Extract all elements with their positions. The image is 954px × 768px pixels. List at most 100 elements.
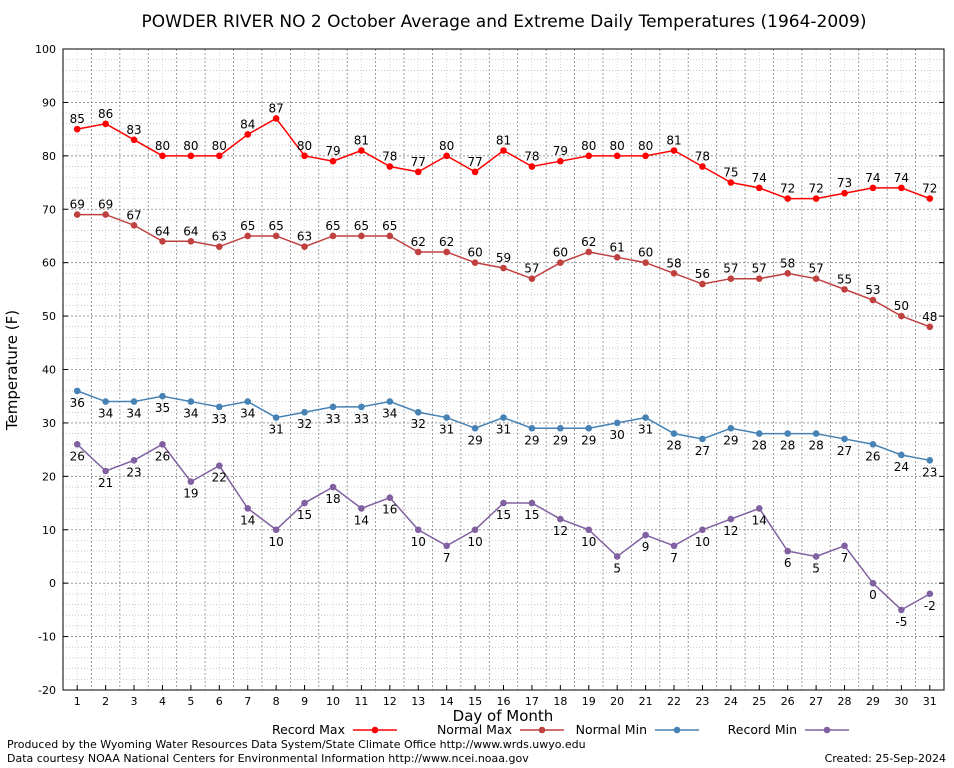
x-tick-label: 20	[610, 695, 624, 708]
data-label: 14	[354, 513, 369, 527]
data-point	[585, 248, 593, 256]
data-point	[557, 259, 564, 266]
data-label: 81	[496, 133, 511, 147]
data-point	[557, 515, 564, 523]
data-point	[528, 163, 536, 170]
data-point	[187, 238, 195, 245]
data-label: 12	[553, 524, 568, 538]
data-label: 77	[467, 155, 482, 169]
data-label: 23	[922, 465, 937, 479]
data-label: 69	[98, 198, 113, 212]
data-point	[926, 590, 934, 598]
x-tick-label: 10	[326, 695, 340, 708]
data-label: 84	[240, 117, 255, 131]
data-point	[187, 152, 195, 160]
data-point	[898, 312, 905, 320]
data-label: 34	[240, 407, 255, 421]
data-label: 24	[894, 460, 909, 474]
data-label: 26	[155, 449, 170, 463]
data-label: 78	[524, 150, 539, 164]
data-point	[585, 424, 593, 432]
data-point	[727, 515, 735, 523]
x-tick-label: 16	[497, 695, 511, 708]
data-label: 72	[922, 182, 937, 196]
data-label: 65	[325, 219, 340, 233]
data-point	[414, 168, 422, 176]
data-label: 15	[496, 508, 511, 522]
data-label: 35	[155, 401, 170, 415]
data-point	[869, 296, 877, 304]
footer-data-courtesy: Data courtesy NOAA National Centers for …	[7, 752, 529, 765]
data-point	[727, 424, 735, 432]
data-label: 7	[670, 551, 678, 565]
data-label: 33	[354, 412, 369, 426]
data-label: 86	[98, 107, 113, 121]
data-label: 60	[638, 246, 653, 260]
data-point	[812, 195, 820, 202]
data-point	[812, 275, 820, 282]
x-tick-label: 30	[894, 695, 908, 708]
x-tick-label: 25	[752, 695, 766, 708]
x-tick-label: 14	[440, 695, 454, 708]
data-label: 48	[922, 310, 937, 324]
x-tick-label: 24	[724, 695, 738, 708]
data-label: 36	[70, 396, 85, 410]
data-point	[301, 152, 308, 160]
data-label: 79	[325, 144, 340, 158]
data-point	[784, 547, 791, 555]
data-label: 29	[723, 433, 738, 447]
data-label: 53	[865, 283, 880, 297]
data-point	[159, 440, 166, 448]
data-point	[301, 499, 308, 507]
data-label: 12	[723, 524, 738, 538]
x-tick-label: 4	[159, 695, 166, 708]
data-point	[329, 403, 337, 411]
data-point	[869, 184, 877, 192]
data-label: 28	[808, 439, 823, 453]
data-label: 65	[269, 219, 284, 233]
data-label: 28	[752, 439, 767, 453]
y-tick-label: 90	[42, 96, 56, 109]
x-tick-label: 9	[301, 695, 308, 708]
data-point	[102, 398, 109, 405]
data-label: 81	[666, 133, 681, 147]
data-label: 29	[581, 433, 596, 447]
data-point	[869, 579, 877, 587]
legend-marker	[673, 726, 681, 734]
data-point	[386, 232, 394, 240]
data-point	[386, 398, 394, 405]
data-label: 80	[155, 139, 170, 153]
x-tick-label: 3	[131, 695, 138, 708]
legend-item-normal-min: Normal Min	[576, 722, 699, 737]
data-label: 61	[610, 240, 625, 254]
data-point	[187, 398, 195, 405]
data-label: 62	[581, 235, 596, 249]
y-tick-label: 40	[42, 364, 56, 377]
data-point	[358, 403, 365, 411]
data-point	[443, 248, 450, 256]
data-point	[841, 189, 848, 197]
data-label: 19	[183, 487, 198, 501]
data-point	[500, 499, 507, 507]
data-point	[159, 392, 166, 400]
data-label: 60	[467, 246, 482, 260]
y-tick-label: -10	[38, 631, 56, 644]
x-tick-label: 15	[468, 695, 482, 708]
data-point	[301, 408, 308, 416]
data-label: 87	[269, 101, 284, 115]
data-point	[755, 184, 763, 192]
data-point	[642, 152, 649, 160]
data-point	[272, 115, 280, 122]
x-tick-label: 6	[216, 695, 223, 708]
data-label: 64	[155, 224, 170, 238]
data-point	[642, 259, 649, 266]
data-point	[670, 147, 678, 154]
data-point	[557, 157, 564, 165]
data-label: 75	[723, 166, 738, 180]
y-tick-label: 30	[42, 417, 56, 430]
data-point	[73, 387, 81, 395]
data-label: 57	[524, 262, 539, 276]
y-tick-label: 0	[49, 577, 56, 590]
data-point	[414, 248, 422, 256]
